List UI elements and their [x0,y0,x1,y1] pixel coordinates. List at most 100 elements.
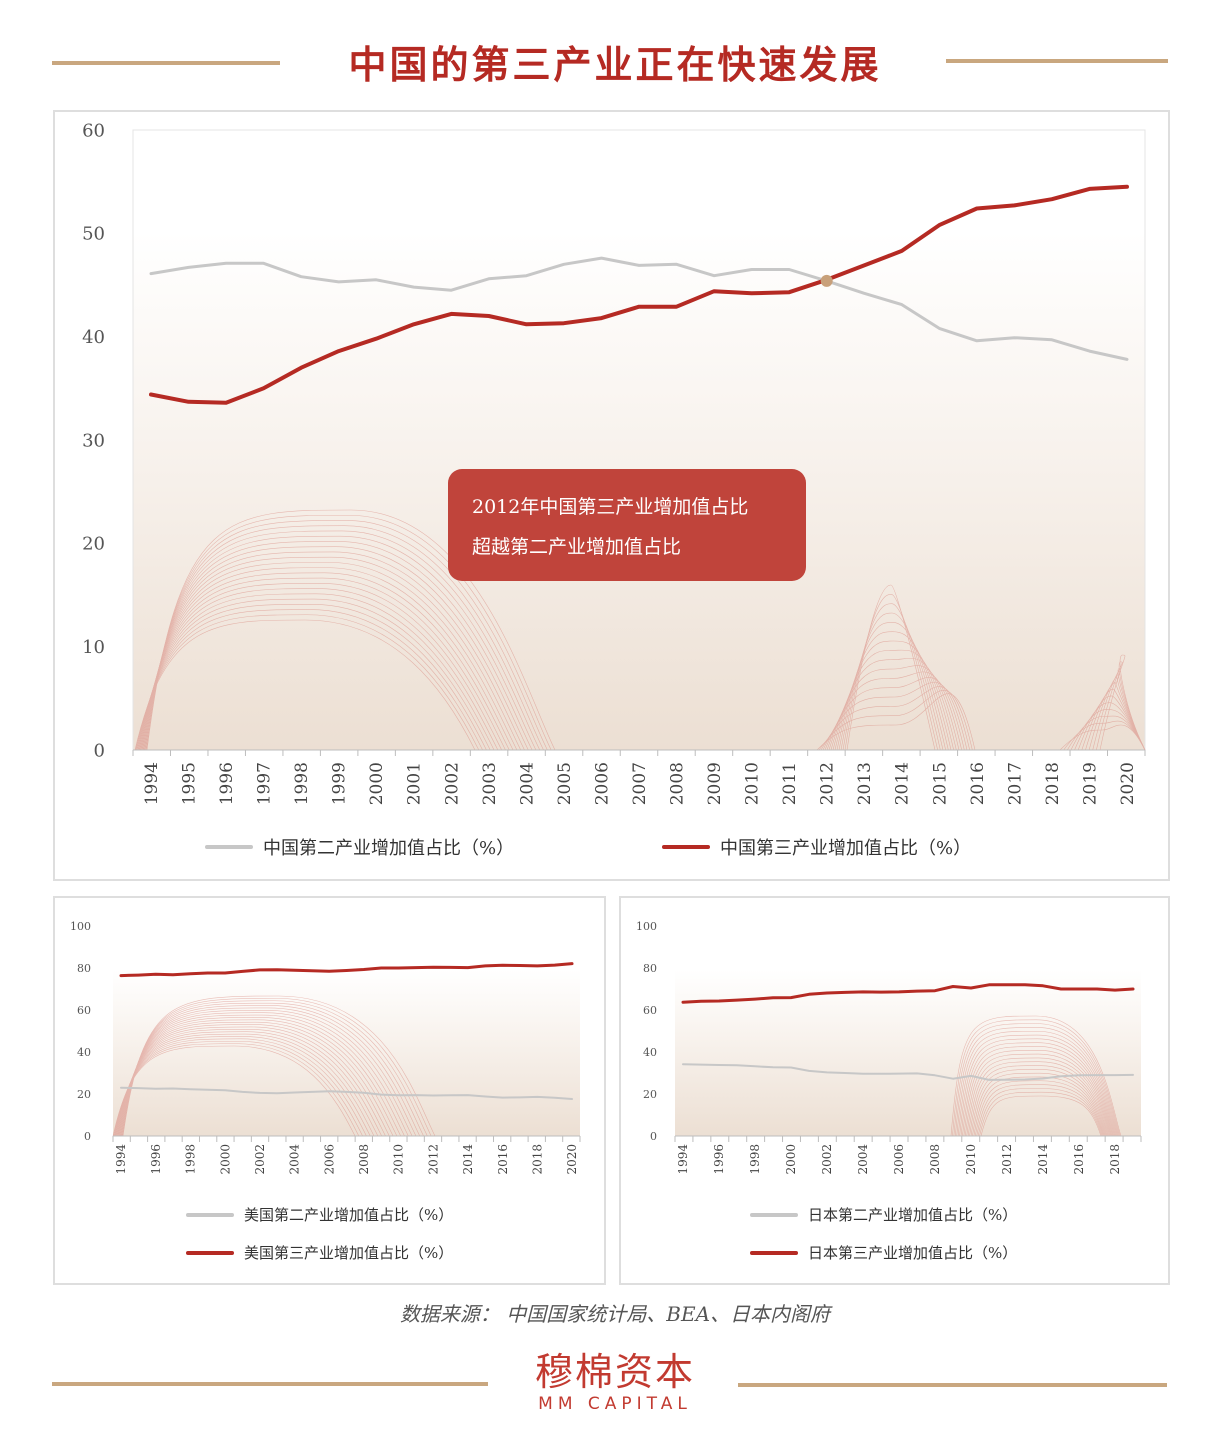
secondary-industry-line [149,256,1129,361]
legend-china-tertiary: 中国第三产业增加值占比（%） [662,834,971,860]
decorative-line [138,583,502,751]
y-tick-label: 60 [77,1004,91,1017]
decorative-line [1085,681,1146,751]
decorative-line [114,1038,367,1137]
decorative-line [1096,661,1146,751]
decorative-line [116,1024,390,1137]
decorative-line [959,1038,1116,1137]
decorative-line [977,1088,1104,1137]
decorative-line [952,1019,1121,1137]
x-tick-label: 1996 [149,1144,163,1175]
x-tick-label: 2020 [565,1144,579,1175]
x-tick-label: 2018 [1043,762,1063,805]
decorative-line [122,995,436,1137]
decorative-lines [134,509,1146,751]
y-tick-label: 0 [94,740,105,761]
decorative-line [976,1084,1105,1137]
decorative-line [140,567,514,751]
decorative-line [118,1014,405,1137]
tertiary-industry-line [681,983,1135,1004]
x-tick-label: 2004 [288,1144,302,1175]
y-tick-label: 30 [82,430,105,451]
callout-line-2: 超越第二产业增加值占比 [472,536,682,558]
decorative-line [1077,695,1146,751]
x-tick-label: 2006 [892,1144,906,1175]
legend-label-japan-secondary: 日本第二产业增加值占比（%） [808,1206,1018,1224]
x-tick-label: 1999 [330,762,350,805]
decorative-line [146,509,556,751]
x-tick-label: 2000 [784,1144,798,1175]
decorative-line [842,603,941,751]
decorative-line [116,1029,382,1137]
x-tick-label: 2012 [426,1144,440,1175]
y-tick-label: 20 [82,534,105,555]
decorative-line [114,1036,371,1137]
logo-english: MM CAPITAL [538,1394,692,1414]
y-tick-label: 100 [636,920,657,933]
x-tick-label: 2014 [461,1144,475,1175]
decorative-line [967,1061,1110,1137]
decorative-line [117,1021,394,1137]
decorative-line [115,1031,379,1137]
decorative-line [1074,702,1146,751]
decorative-line [846,584,936,751]
decorative-line [956,1030,1118,1137]
x-tick-label: 2018 [531,1144,545,1175]
decorative-line [143,541,533,751]
x-tick-label: 2008 [357,1144,371,1175]
decorative-line [144,525,544,751]
x-tick-label: 1998 [292,762,312,805]
decorative-line [117,1019,398,1137]
y-tick-label: 50 [82,224,105,245]
x-tick-label: 2006 [322,1144,336,1175]
y-tick-label: 20 [77,1088,91,1101]
y-tick-label: 60 [82,120,105,141]
decorative-line [118,1017,401,1137]
legend-label-usa-secondary: 美国第二产业增加值占比（%） [244,1206,454,1224]
x-tick-label: 2015 [930,762,950,805]
usa-chart: 0 20 40 60 80 100 1994 1996 1998 2000 2002 2004 2006… [70,920,581,1175]
decorative-line [816,693,976,751]
x-tick-label: 2012 [818,762,838,805]
decorative-line [142,546,529,751]
crossover-callout: 2012年中国第三产业增加值占比 超越第二产业增加值占比 [448,469,806,581]
x-tick-label: 1994 [142,762,162,805]
y-tick-label: 40 [643,1046,657,1059]
legend-swatch-japan-tertiary [750,1250,798,1255]
y-tick-label: 60 [643,1004,657,1017]
x-tick-label: 1997 [255,762,275,805]
x-tick-label: 2004 [517,762,537,805]
x-tick-label: 1998 [748,1144,762,1175]
legend-usa-secondary: 美国第二产业增加值占比（%） [186,1204,453,1225]
x-tick-label: 1994 [114,1144,128,1175]
y-tick-label: 40 [82,327,105,348]
china-chart-panel: 0 10 20 30 40 50 60 1994 1995 1996 1997 1998 1999 200… [53,110,1170,881]
x-tick-label: 2003 [480,762,500,805]
x-tick-label: 2014 [893,762,913,805]
decorative-line [113,1043,360,1137]
x-tick-label: 2016 [968,762,988,805]
title-rule-left [52,61,280,65]
x-tick-label: 2010 [743,762,763,805]
title-rule-right [946,59,1168,63]
decorative-line [112,1045,356,1137]
decorative-line [144,530,541,751]
decorative-line [957,1034,1117,1137]
x-tick-label: 2013 [855,762,875,805]
decorative-line [979,1091,1103,1137]
legend-usa-tertiary: 美国第三产业增加值占比（%） [186,1242,453,1263]
decorative-line [969,1065,1109,1137]
x-tick-label: 1996 [217,762,237,805]
decorative-line [113,1040,363,1137]
japan-chart: 0 20 40 60 80 100 1994 1996 1998 2000 2002 2004 2006… [636,920,1142,1175]
x-tick-label: 2014 [1036,1144,1050,1175]
x-tick-label: 2008 [928,1144,942,1175]
x-tick-label: 2008 [667,762,687,805]
legend-china-secondary: 中国第二产业增加值占比（%） [205,834,514,860]
x-tick-label: 2002 [442,762,462,805]
y-tick-label: 0 [84,1130,91,1143]
decorative-line [963,1049,1113,1137]
x-tick-label: 2006 [592,762,612,805]
decorative-line [820,686,970,751]
legend-swatch-japan-secondary [750,1212,798,1217]
